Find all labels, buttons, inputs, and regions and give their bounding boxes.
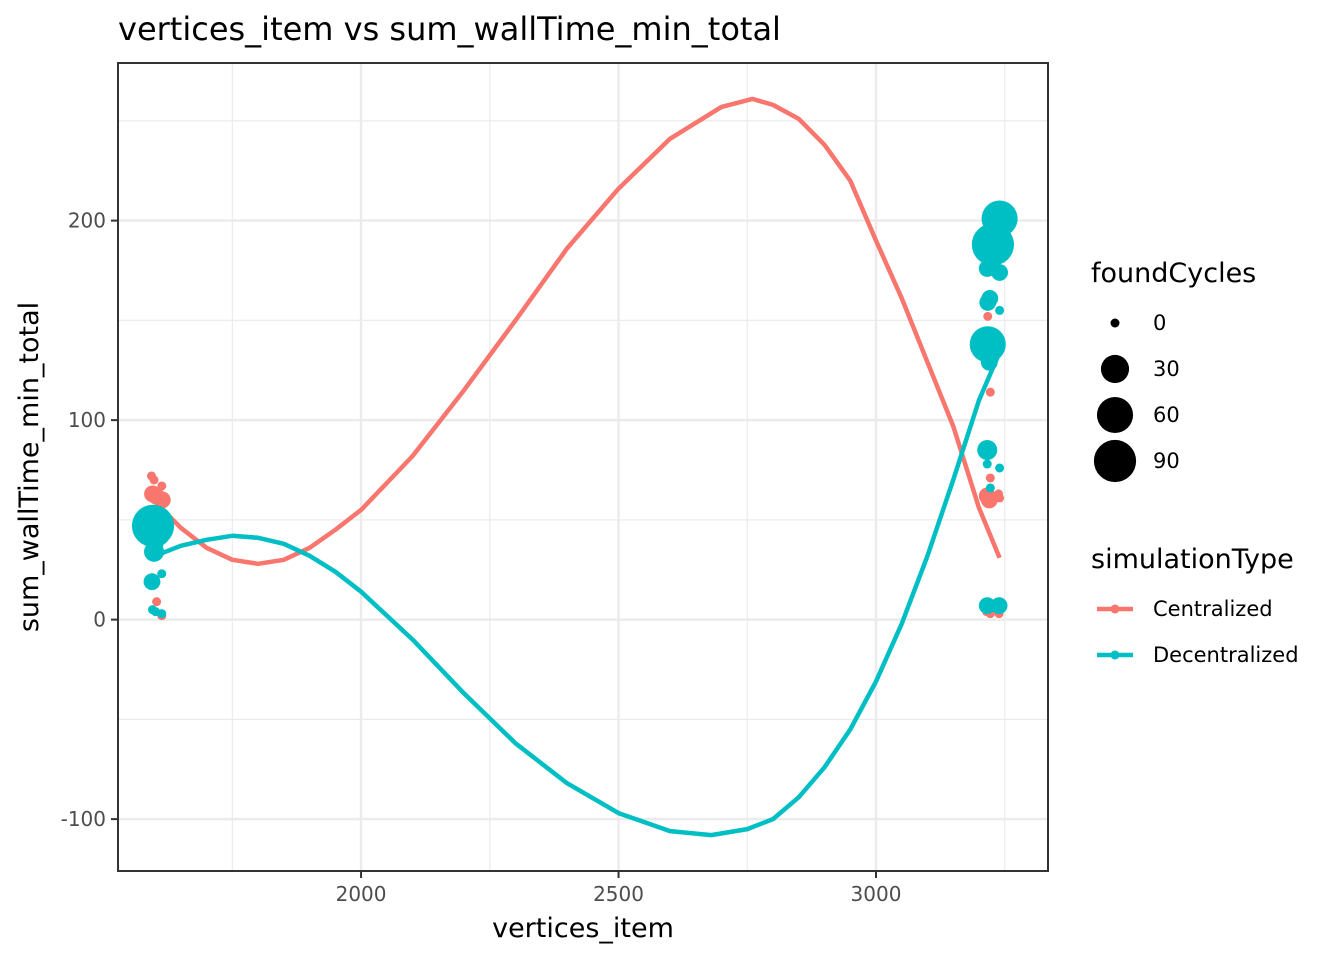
data-point-decentralized (991, 264, 1009, 281)
color-legend-dot (1110, 604, 1120, 614)
x-tick-label: 2000 (336, 882, 387, 906)
data-point-centralized (983, 311, 993, 321)
color-legend-dot (1110, 650, 1120, 660)
data-point-decentralized (985, 483, 995, 493)
data-point-centralized (995, 493, 1005, 503)
size-legend-label: 30 (1153, 357, 1180, 381)
size-legend-key (1100, 354, 1130, 384)
size-legend-title: foundCycles (1091, 258, 1256, 289)
data-point-decentralized (157, 569, 167, 579)
size-legend-key (1093, 439, 1137, 483)
data-point-decentralized (977, 440, 998, 461)
smooth-line-decentralized (154, 351, 1002, 838)
data-point-decentralized (144, 541, 165, 562)
size-legend: foundCycles 0 30 60 90 (1091, 258, 1256, 483)
data-point-decentralized (982, 459, 992, 469)
data-points (131, 200, 1018, 621)
data-point-decentralized (972, 226, 1009, 263)
color-legend-label: Decentralized (1153, 643, 1299, 667)
color-legend-keys: Centralized Decentralized (1097, 597, 1299, 667)
data-point-decentralized (157, 609, 167, 619)
data-point-centralized (153, 491, 171, 509)
data-point-decentralized (990, 597, 1008, 615)
data-point-decentralized (995, 463, 1005, 473)
y-tick-label: 0 (93, 608, 106, 632)
x-axis-title: vertices_item (492, 913, 674, 944)
data-point-centralized (985, 473, 995, 483)
data-point-decentralized (149, 579, 159, 589)
smooth-line-centralized (153, 96, 1002, 567)
y-tick-label: 100 (68, 408, 106, 432)
y-axis: -100 0 100 200 (61, 209, 118, 831)
x-tick-label: 2500 (593, 882, 644, 906)
size-legend-label: 60 (1153, 403, 1180, 427)
y-axis-title: sum_wallTime_min_total (14, 302, 45, 632)
y-tick-label: 200 (68, 209, 106, 233)
data-point-centralized (157, 481, 167, 491)
panel-border (117, 62, 1049, 872)
size-legend-label: 0 (1153, 311, 1166, 335)
color-legend-label: Centralized (1153, 597, 1273, 621)
size-legend-keys: 0 30 60 90 (1093, 311, 1180, 483)
y-tick-label: -100 (61, 807, 106, 831)
smooth-lines (153, 96, 1002, 838)
data-point-decentralized (980, 353, 998, 371)
x-axis: 2000 2500 3000 (336, 871, 902, 906)
size-legend-label: 90 (1153, 449, 1180, 473)
size-legend-key (1096, 396, 1134, 434)
major-gridlines (118, 63, 1048, 871)
data-point-decentralized (979, 293, 997, 311)
data-point-centralized (152, 597, 162, 607)
x-tick-label: 3000 (851, 882, 902, 906)
data-point-centralized (149, 475, 159, 485)
plot-panel (117, 62, 1049, 872)
minor-gridlines (118, 63, 1048, 871)
chart-title: vertices_item vs sum_wallTime_min_total (118, 10, 781, 48)
color-legend: simulationType Centralized Decentralized (1091, 544, 1299, 667)
data-point-centralized (985, 387, 995, 397)
size-legend-key (1110, 318, 1120, 328)
panel-background (118, 63, 1048, 871)
data-point-centralized (980, 491, 998, 509)
color-legend-title: simulationType (1091, 544, 1294, 575)
data-point-decentralized (995, 305, 1005, 315)
data-point-decentralized (969, 326, 1006, 363)
